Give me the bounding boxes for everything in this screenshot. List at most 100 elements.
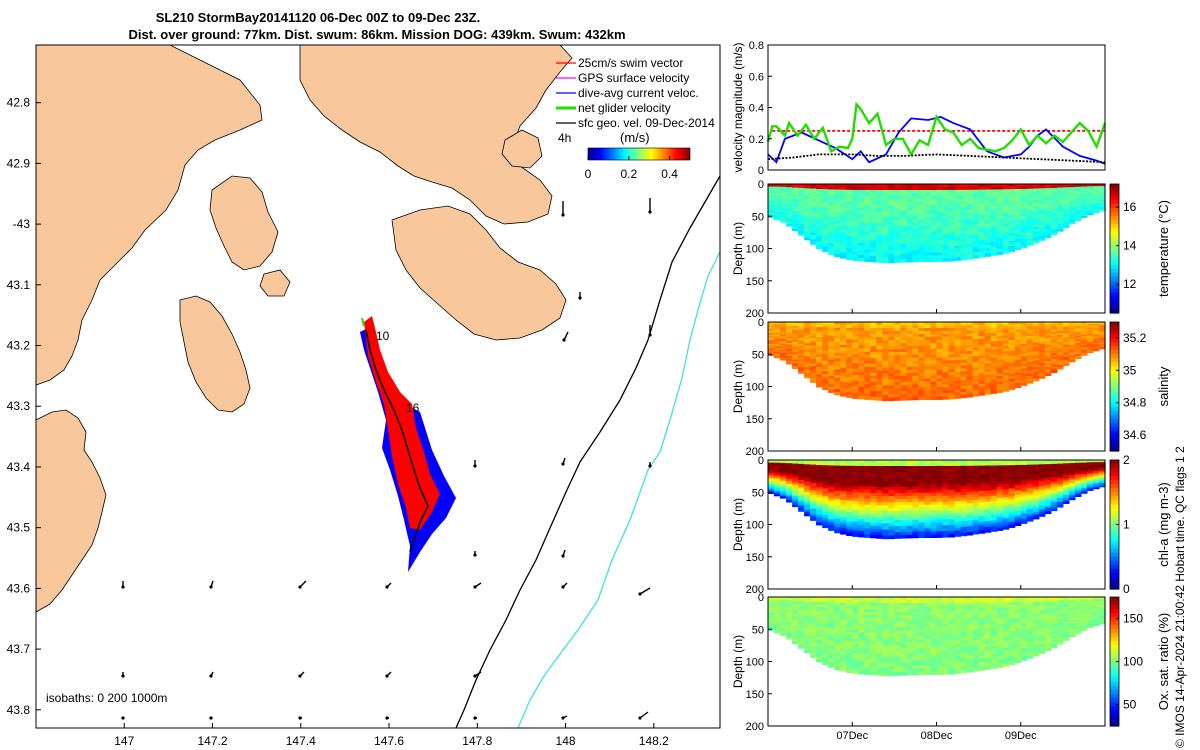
profile-cell [924, 513, 932, 518]
profile-cell [1044, 340, 1052, 344]
profile-cell [888, 505, 895, 509]
profile-cell [852, 527, 859, 531]
colorbar-step [1110, 248, 1119, 254]
profile-cell [1002, 523, 1010, 528]
profile-cell [786, 325, 793, 328]
profile-cell [780, 483, 787, 486]
profile-cell [888, 487, 895, 491]
profile-cell [798, 460, 805, 463]
profile-cell [882, 394, 889, 399]
profile-cell [966, 215, 974, 220]
profile-cell [1014, 246, 1022, 250]
profile-cell [1044, 511, 1052, 514]
profile-cell [768, 466, 775, 469]
colorbar-step [1110, 228, 1119, 233]
profile-cell [966, 394, 974, 398]
profile-cell [840, 246, 847, 250]
profile-cell [792, 634, 799, 637]
profile-cell [834, 239, 841, 244]
profile-cell [930, 390, 938, 395]
profile-cell [930, 243, 938, 248]
profile-cell [768, 469, 775, 471]
profile-cell [1032, 496, 1040, 499]
profile-y-tick-label: 100 [746, 520, 764, 532]
profile-cell [996, 514, 1004, 518]
profile-cell [840, 479, 847, 484]
profile-cell [984, 197, 992, 202]
profile-cell [792, 483, 799, 486]
profile-cell [852, 521, 859, 526]
geo-velocity-arrow-tail [385, 674, 389, 678]
profile-cell [768, 323, 775, 326]
profile-cell [852, 492, 859, 496]
colorbar-step [1110, 422, 1119, 428]
profile-cell [864, 339, 871, 344]
profile-cell [840, 393, 847, 397]
profile-cell [1020, 242, 1028, 246]
profile-cell [924, 333, 932, 338]
profile-cell [1056, 198, 1064, 201]
profile-cell [858, 348, 865, 353]
profile-cell [1044, 231, 1052, 234]
profile-cell [822, 467, 829, 471]
profile-cell [1002, 226, 1010, 230]
profile-cell [1002, 202, 1010, 206]
profile-cell [1074, 355, 1082, 358]
profile-cell [900, 478, 907, 482]
profile-cell [852, 524, 859, 529]
profile-cell [1062, 471, 1070, 474]
profile-cell [888, 343, 895, 347]
profile-cell [1080, 185, 1088, 188]
profile-cell [1068, 464, 1076, 467]
profile-cell [1074, 214, 1082, 217]
profile-cell [1050, 500, 1058, 504]
profile-cell [1038, 216, 1046, 220]
profile-cell [918, 468, 925, 473]
profile-cell [1032, 505, 1040, 509]
profile-cell [816, 361, 823, 365]
profile-cell [792, 347, 799, 350]
profile-cell [798, 507, 805, 510]
profile-cell [1080, 341, 1088, 344]
profile-cell [882, 487, 889, 491]
profile-cell [816, 616, 823, 620]
profile-cell [816, 467, 823, 471]
profile-cell [1014, 189, 1022, 193]
profile-cell [1062, 200, 1070, 203]
profile-cell [936, 525, 944, 529]
profile-cell [834, 338, 841, 343]
profile-cell [1032, 195, 1040, 199]
profile-cell [912, 507, 919, 512]
profile-cell [882, 382, 889, 387]
profile-cell [1014, 470, 1022, 474]
profile-cell [960, 460, 968, 464]
profile-cell [930, 525, 938, 530]
profile-cell [774, 331, 781, 334]
profile-cell [780, 461, 787, 464]
profile-cell [804, 375, 811, 379]
profile-cell [864, 237, 871, 242]
profile-cell [1062, 501, 1070, 504]
profile-cell [810, 483, 817, 487]
profile-cell [1020, 462, 1028, 466]
profile-cell [1032, 331, 1040, 334]
profile-cell [996, 184, 1004, 188]
profile-cell [1080, 334, 1088, 337]
profile-cell [846, 195, 853, 200]
profile-cell [924, 216, 932, 221]
profile-cell [1008, 196, 1016, 201]
profile-cell [894, 370, 901, 374]
profile-cell [1086, 191, 1094, 193]
profile-cell [1062, 470, 1070, 473]
profile-cell [1026, 509, 1034, 513]
profile-cell [804, 322, 811, 325]
profile-cell [774, 346, 781, 349]
profile-cell [840, 353, 847, 357]
profile-cell [924, 531, 932, 535]
profile-cell [804, 216, 811, 219]
profile-cell [930, 219, 938, 224]
profile-cell [1026, 364, 1034, 368]
profile-cell [858, 389, 865, 394]
profile-cell [1074, 472, 1082, 475]
profile-cell [966, 480, 974, 484]
